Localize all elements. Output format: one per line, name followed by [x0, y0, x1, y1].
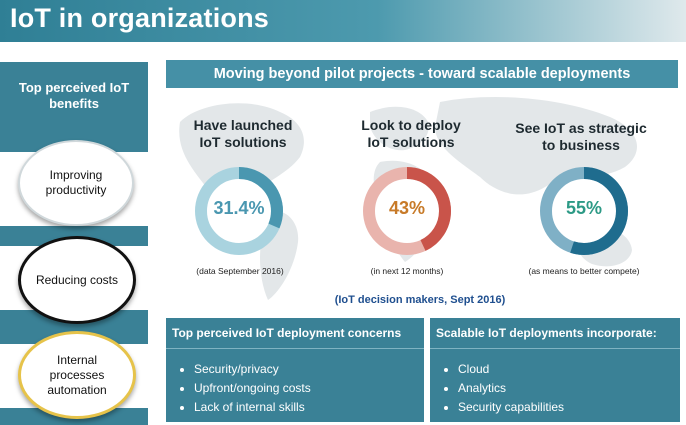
list-item: Security capabilities — [458, 398, 564, 417]
scalable-list: Cloud Analytics Security capabilities — [438, 360, 564, 417]
sidebar-title: Top perceived IoT benefits — [0, 80, 148, 112]
ring-arc-strategic — [540, 167, 628, 255]
benefit-label: Internal processes automation — [47, 352, 107, 397]
stat-note-launched: (data September 2016) — [196, 266, 284, 276]
ring-launched: 31.4% — [193, 165, 285, 257]
stat-label-deploy: Look to deploy IoT solutions — [326, 117, 496, 151]
benefit-label: Improving productivity — [45, 168, 107, 197]
list-item: Security/privacy — [194, 360, 311, 379]
benefit-label: Reducing costs — [35, 272, 119, 287]
stat-label-text: Have launched IoT solutions — [193, 117, 293, 150]
benefit-process-automation: Internal processes automation — [18, 331, 136, 419]
concerns-panel: Top perceived IoT deployment concerns Se… — [166, 318, 424, 422]
scalable-title: Scalable IoT deployments incorporate: — [430, 318, 680, 349]
ring-arc-deploy — [363, 167, 451, 255]
ring-svg — [540, 167, 628, 255]
stat-label-strategic: See IoT as strategic to business — [496, 120, 666, 154]
source-note: (IoT decision makers, Sept 2016) — [334, 294, 506, 306]
list-item: Analytics — [458, 379, 564, 398]
list-item: Lack of internal skills — [194, 398, 311, 417]
concerns-title: Top perceived IoT deployment concerns — [166, 318, 424, 349]
stat-label-text: Look to deploy IoT solutions — [361, 117, 461, 150]
title-bar: IoT in organizations — [0, 0, 686, 42]
benefit-improving-productivity: Improving productivity — [18, 140, 134, 226]
sidebar-title-text: Top perceived IoT benefits — [18, 80, 130, 111]
stat-value-strategic: 55% — [565, 198, 603, 218]
list-item: Upfront/ongoing costs — [194, 379, 311, 398]
page-title: IoT in organizations — [10, 3, 269, 33]
concerns-list: Security/privacy Upfront/ongoing costs L… — [174, 360, 311, 417]
stat-value-deploy: 43% — [388, 198, 426, 218]
stat-label-launched: Have launched IoT solutions — [158, 117, 328, 151]
headline-text: Moving beyond pilot projects - toward sc… — [213, 66, 631, 82]
ring-svg — [363, 167, 451, 255]
headline-bar: Moving beyond pilot projects - toward sc… — [166, 60, 678, 88]
benefit-reducing-costs: Reducing costs — [18, 236, 136, 324]
list-item: Cloud — [458, 360, 564, 379]
ring-svg — [195, 167, 283, 255]
scalable-panel: Scalable IoT deployments incorporate: Cl… — [430, 318, 680, 422]
ring-deploy: 43% — [361, 165, 453, 257]
ring-strategic: 55% — [538, 165, 630, 257]
stat-note-strategic: (as means to better compete) — [528, 266, 640, 276]
stat-note-deploy: (in next 12 months) — [370, 266, 444, 276]
ring-arc-launched — [195, 167, 283, 255]
stat-label-text: See IoT as strategic to business — [515, 120, 647, 153]
stat-value-launched: 31.4% — [213, 198, 265, 218]
